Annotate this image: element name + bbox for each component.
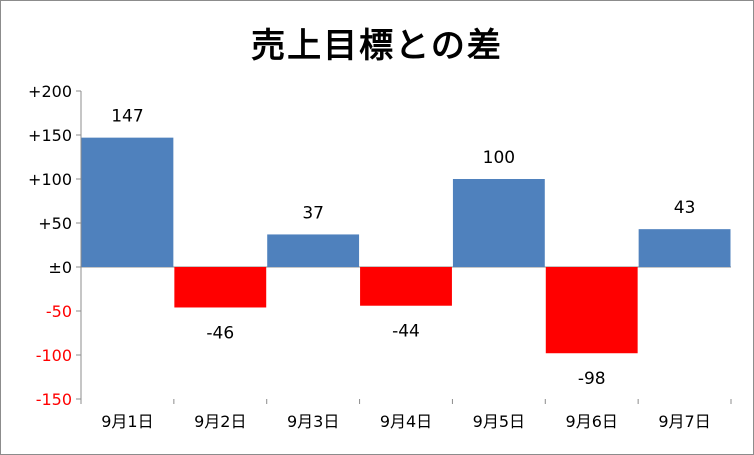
data-label: -98 bbox=[578, 369, 606, 389]
x-tick-label: 9月7日 bbox=[658, 412, 710, 431]
bar bbox=[638, 229, 731, 267]
chart-bars bbox=[81, 137, 731, 354]
bar bbox=[360, 267, 452, 306]
x-tick-label: 9月2日 bbox=[194, 412, 246, 431]
y-tick-label: +150 bbox=[28, 126, 72, 145]
data-label: 100 bbox=[483, 148, 515, 168]
y-tick-label: +200 bbox=[28, 82, 72, 101]
x-tick-label: 9月5日 bbox=[473, 412, 525, 431]
bar bbox=[174, 267, 267, 308]
y-tick-label: -100 bbox=[36, 346, 72, 365]
chart-title: 売上目標との差 bbox=[251, 26, 503, 66]
bar bbox=[81, 137, 174, 267]
bar bbox=[267, 234, 360, 267]
x-tick-label: 9月4日 bbox=[380, 412, 432, 431]
bar bbox=[452, 179, 545, 267]
data-label: 37 bbox=[302, 203, 324, 223]
y-tick-label: +50 bbox=[38, 214, 72, 233]
y-tick-label: +100 bbox=[28, 170, 72, 189]
y-tick-label: -150 bbox=[36, 390, 72, 409]
data-label: 43 bbox=[674, 198, 696, 218]
x-tick-label: 9月1日 bbox=[101, 412, 153, 431]
x-tick-label: 9月6日 bbox=[566, 412, 618, 431]
y-tick-label: ±0 bbox=[48, 258, 72, 277]
data-label: -44 bbox=[392, 322, 420, 342]
y-tick-label: -50 bbox=[46, 302, 72, 321]
data-label: 147 bbox=[111, 107, 143, 127]
bar bbox=[545, 267, 638, 354]
chart-data-labels: 147 -46 37 -44 100 -98 43 bbox=[111, 107, 695, 390]
x-tick-label: 9月3日 bbox=[287, 412, 339, 431]
data-label: -46 bbox=[206, 323, 234, 343]
